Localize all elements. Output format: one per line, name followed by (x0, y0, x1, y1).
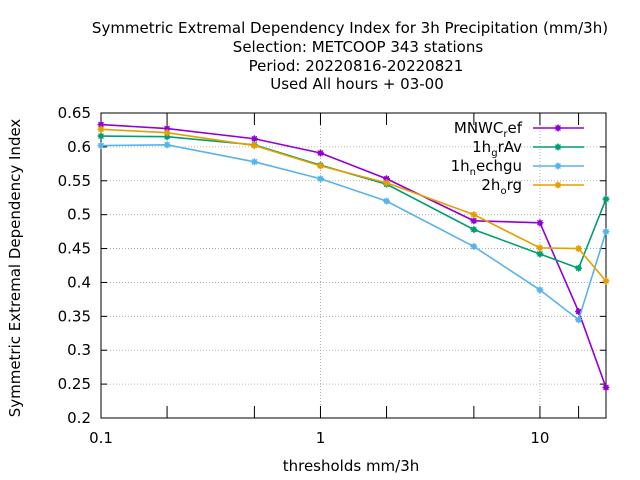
title-line-1: Symmetric Extremal Dependency Index for … (92, 19, 608, 37)
series-1 (97, 132, 610, 272)
legend-marker (554, 143, 562, 151)
data-point (470, 243, 478, 251)
series-layer (97, 121, 610, 391)
x-tick-label: 0.1 (89, 429, 113, 447)
x-tick-label: 1 (316, 429, 326, 447)
chart-title: Symmetric Extremal Dependency Index for … (92, 19, 608, 93)
data-point (470, 211, 478, 219)
data-point (575, 245, 583, 253)
legend-label-sub: o (500, 186, 506, 197)
legend-label: 2horg (481, 176, 522, 197)
series-line (100, 123, 607, 388)
y-tick-label: 0.25 (58, 375, 91, 393)
series-line (100, 128, 607, 282)
data-point (602, 277, 610, 285)
y-axis-label: Symmetric Extremal Dependency Index (6, 119, 24, 418)
legend-label: MNWCref (454, 119, 523, 140)
legend-item: 2horg (481, 176, 584, 197)
data-point (536, 250, 544, 258)
data-point (97, 125, 105, 133)
data-point (316, 162, 324, 170)
y-tick-label: 0.3 (67, 341, 91, 359)
legend-label-rest: rg (507, 176, 522, 194)
data-point (536, 286, 544, 294)
legend-label-sub: r (503, 129, 508, 140)
legend-marker (554, 162, 562, 170)
legend-label-sub: g (491, 148, 497, 159)
legend-label: 1hnechgu (451, 157, 522, 178)
data-point (575, 316, 583, 324)
y-tick-label: 0.4 (67, 273, 91, 291)
y-axis-ticks: 0.2 0.25 0.3 0.35 0.4 0.45 0.5 0.55 0.6 0.65 (58, 104, 606, 427)
legend-marker (554, 181, 562, 189)
data-point (383, 179, 391, 187)
data-point (602, 228, 610, 236)
legend-label-main: 2h (481, 176, 500, 194)
data-point (316, 149, 324, 157)
y-tick-label: 0.2 (67, 409, 91, 427)
legend-marker (554, 124, 562, 132)
data-point (97, 132, 105, 140)
legend-item: 1hgrAv (472, 138, 584, 159)
legend-label-rest: rAv (498, 138, 523, 156)
legend-label: 1hgrAv (472, 138, 522, 159)
legend-label-sub: n (470, 167, 476, 178)
data-point (250, 158, 258, 166)
y-tick-label: 0.65 (58, 104, 91, 122)
y-tick-label: 0.5 (67, 206, 91, 224)
data-point (163, 129, 171, 137)
data-point (316, 175, 324, 183)
title-line-2: Selection: METCOOP 343 stations (233, 38, 484, 56)
y-tick-label: 0.6 (67, 138, 91, 156)
legend-label-main: 1h (451, 157, 470, 175)
y-tick-label: 0.45 (58, 240, 91, 258)
legend-label-main: 1h (472, 138, 491, 156)
data-point (163, 141, 171, 149)
title-line-4: Used All hours + 03-00 (270, 75, 444, 93)
data-point (250, 135, 258, 143)
legend-label-rest: ef (507, 119, 522, 137)
data-point (383, 197, 391, 205)
grid (100, 112, 606, 419)
series-2 (97, 141, 610, 324)
data-point (602, 384, 610, 391)
y-tick-label: 0.55 (58, 172, 91, 190)
series-line (100, 144, 607, 322)
data-point (536, 219, 544, 227)
x-axis-label: thresholds mm/3h (283, 457, 420, 475)
data-point (97, 142, 105, 150)
legend-item: 1hnechgu (451, 157, 584, 178)
legend-label-rest: echgu (476, 157, 522, 175)
title-line-3: Period: 20220816-20220821 (249, 57, 464, 75)
data-point (470, 217, 478, 225)
data-point (250, 142, 258, 150)
plot-frame (100, 112, 607, 419)
data-point (602, 195, 610, 203)
y-tick-label: 0.35 (58, 307, 91, 325)
x-tick-label: 10 (530, 429, 549, 447)
legend-item: MNWCref (454, 119, 584, 140)
series-3 (97, 125, 610, 285)
data-point (536, 244, 544, 252)
legend-label-main: MNWC (454, 119, 503, 137)
data-point (470, 226, 478, 234)
data-point (575, 264, 583, 272)
